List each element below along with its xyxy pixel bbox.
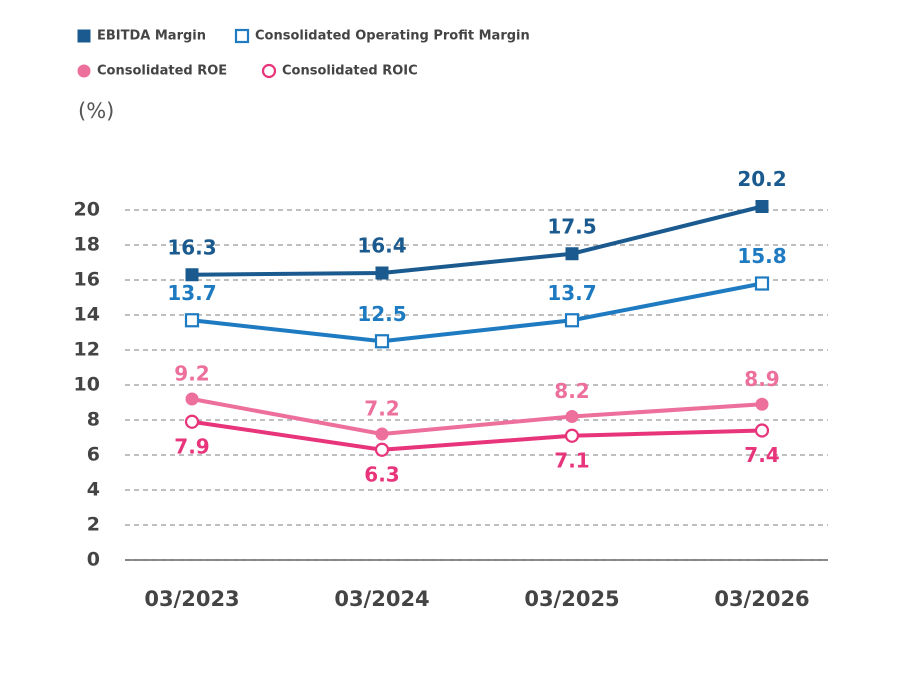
legend-item: Consolidated Operating Profit Margin: [234, 28, 530, 44]
data-label: 8.9: [744, 367, 779, 391]
marker: [565, 410, 579, 423]
marker: [261, 63, 277, 79]
legend-item: Consolidated ROE: [77, 64, 227, 79]
x-tick-label: 03/2026: [714, 587, 809, 611]
y-tick-label: 2: [87, 514, 100, 536]
marker: [564, 313, 580, 328]
marker: [234, 28, 250, 44]
data-label: 13.7: [167, 281, 216, 305]
data-label: 7.9: [174, 434, 209, 458]
legend-item: EBITDA Margin: [77, 29, 206, 44]
y-tick-label: 20: [74, 199, 100, 221]
marker: [755, 200, 769, 213]
series-line: [191, 397, 763, 436]
data-label: 8.2: [554, 379, 589, 403]
y-tick-label: 16: [74, 269, 100, 291]
data-label: 20.2: [737, 167, 786, 191]
data-label: 7.1: [554, 448, 589, 472]
y-tick-label: 6: [87, 444, 100, 466]
series-line: [191, 204, 763, 277]
marker: [754, 276, 770, 291]
series-line: [191, 419, 763, 452]
data-label: 15.8: [737, 244, 786, 268]
legend-item: Consolidated ROIC: [261, 63, 418, 79]
data-label: 6.3: [364, 462, 399, 486]
marker: [184, 414, 200, 429]
y-tick-label: 14: [74, 304, 100, 326]
data-label: 17.5: [547, 214, 596, 238]
marker: [375, 427, 389, 441]
marker: [77, 29, 91, 43]
x-tick-label: 03/2025: [524, 587, 619, 611]
series: 9.2 7.2 8.2 8.9: [174, 362, 780, 441]
series-line: [191, 281, 763, 344]
y-tick-label: 12: [74, 339, 100, 361]
marker: [185, 392, 199, 406]
marker: [184, 313, 200, 328]
marker: [77, 64, 91, 78]
marker: [754, 423, 770, 438]
series: 16.3 16.4 17.5 20.2: [167, 167, 787, 282]
y-tick-label: 10: [74, 374, 100, 396]
data-label: 13.7: [547, 281, 596, 305]
marker: [375, 266, 389, 280]
legend-label: EBITDA Margin: [97, 29, 206, 44]
legend-label: Consolidated ROIC: [282, 64, 418, 79]
data-label: 9.2: [174, 362, 209, 386]
y-axis-label: (%): [78, 99, 114, 123]
marker: [374, 442, 390, 457]
series: 13.7 12.5 13.7 15.8: [167, 244, 787, 349]
legend-label: Consolidated ROE: [97, 64, 227, 79]
data-label: 12.5: [357, 302, 406, 326]
data-label: 7.4: [744, 443, 779, 467]
marker: [565, 247, 579, 261]
y-tick-label: 0: [87, 549, 100, 571]
data-label: 16.4: [357, 234, 406, 258]
x-tick-label: 03/2023: [144, 587, 239, 611]
marker: [564, 428, 580, 443]
y-tick-label: 4: [87, 479, 100, 501]
data-label: 16.3: [167, 235, 216, 259]
y-tick-label: 18: [74, 234, 100, 256]
marker: [755, 397, 769, 411]
data-label: 7.2: [364, 397, 399, 421]
series: 7.9 6.3 7.1 7.4: [174, 414, 780, 486]
marker: [374, 334, 390, 349]
legend-label: Consolidated Operating Profit Margin: [255, 29, 530, 44]
x-tick-label: 03/2024: [334, 587, 429, 611]
y-tick-label: 8: [87, 409, 100, 431]
marker: [185, 268, 199, 282]
